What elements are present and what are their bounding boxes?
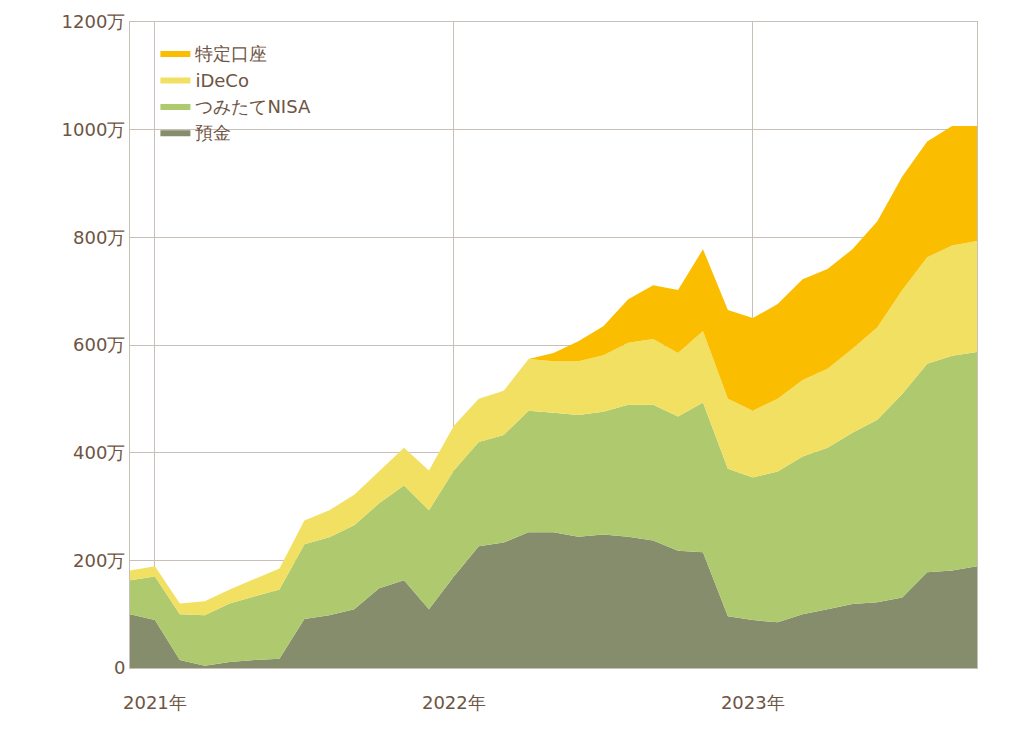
svg-text:200万: 200万	[73, 550, 125, 571]
svg-text:つみたてNISA: つみたてNISA	[195, 96, 311, 117]
svg-text:400万: 400万	[73, 442, 125, 463]
svg-text:iDeCo: iDeCo	[195, 70, 249, 91]
svg-text:2022年: 2022年	[422, 692, 486, 713]
svg-text:600万: 600万	[73, 334, 125, 355]
svg-text:800万: 800万	[73, 227, 125, 248]
svg-text:2021年: 2021年	[123, 692, 187, 713]
svg-text:特定口座: 特定口座	[195, 43, 267, 64]
svg-text:1000万: 1000万	[62, 119, 126, 140]
svg-text:1200万: 1200万	[62, 11, 126, 32]
svg-text:2023年: 2023年	[721, 692, 785, 713]
svg-text:預金: 預金	[195, 122, 231, 143]
svg-text:0: 0	[114, 657, 125, 678]
